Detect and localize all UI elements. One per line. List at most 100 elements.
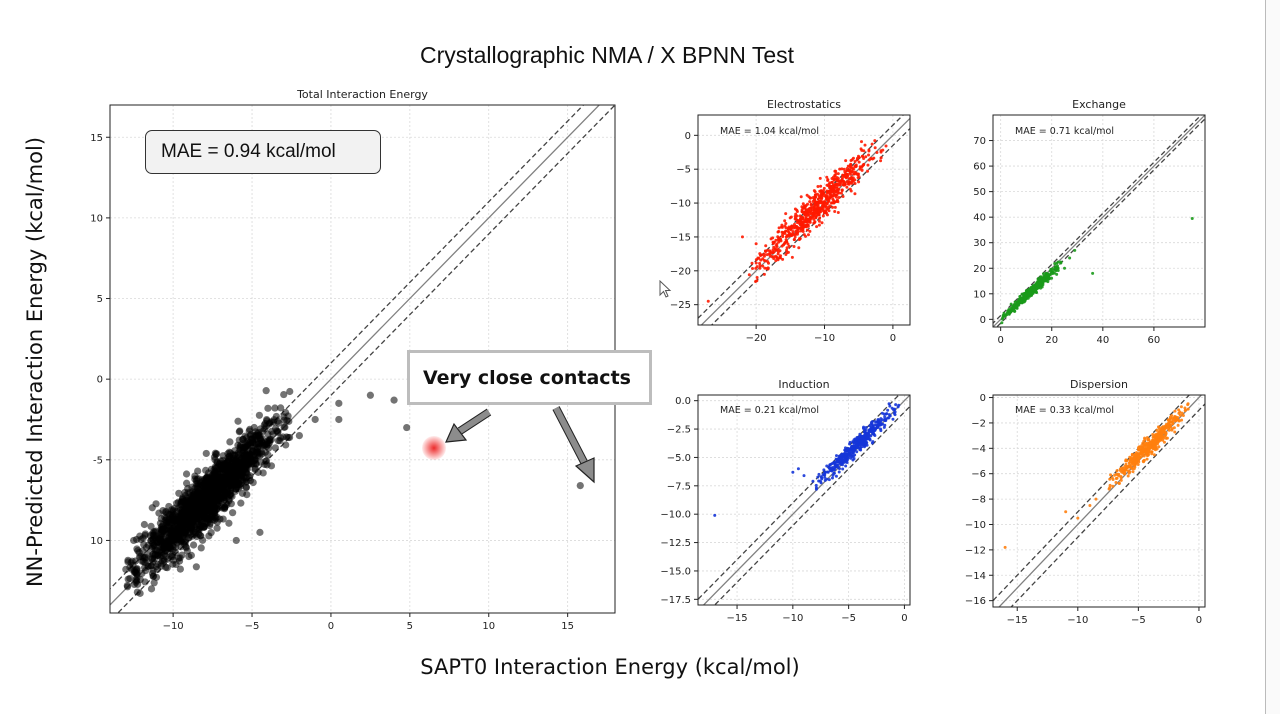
data-point (236, 427, 244, 435)
data-point (177, 543, 185, 551)
data-point (246, 442, 255, 450)
data-point (284, 433, 292, 442)
data-point (169, 516, 178, 524)
data-point (152, 563, 160, 571)
data-point (274, 427, 282, 436)
arrow-to-outlier-point (552, 406, 595, 484)
mouse-cursor-icon (659, 280, 672, 298)
data-point (183, 547, 191, 555)
data-point (213, 524, 221, 532)
data-point (149, 572, 157, 580)
data-point (280, 390, 288, 399)
data-point (196, 515, 204, 523)
data-point (263, 415, 271, 424)
data-point (192, 563, 200, 571)
data-point (160, 550, 169, 558)
data-point (141, 558, 149, 567)
data-point (242, 483, 250, 492)
data-point (229, 509, 237, 517)
data-point (176, 565, 184, 573)
data-point (160, 544, 168, 552)
arrow-to-highlighted-point (445, 408, 492, 443)
data-point (152, 500, 160, 508)
data-point (185, 534, 193, 542)
data-point (225, 495, 233, 503)
data-point (171, 504, 179, 512)
data-point (148, 551, 157, 559)
data-point (131, 568, 139, 576)
scatter-points (122, 387, 584, 597)
data-point (187, 524, 195, 533)
data-point (207, 529, 215, 537)
data-point (277, 434, 285, 442)
data-point (162, 563, 170, 571)
data-point (255, 411, 263, 419)
data-point (234, 417, 242, 425)
data-point (271, 444, 279, 452)
data-point (169, 542, 177, 551)
data-point (250, 423, 258, 432)
data-point (225, 519, 233, 527)
data-point (141, 531, 149, 539)
data-point (280, 423, 288, 431)
data-point (226, 438, 234, 446)
window-edge (1265, 0, 1280, 714)
data-point (220, 462, 228, 470)
data-point (150, 579, 158, 587)
data-point (155, 509, 163, 517)
data-point (123, 581, 131, 590)
slide-title: Crystallographic NMA / X BPNN Test (419, 42, 795, 68)
data-point (221, 470, 229, 478)
data-point (184, 515, 192, 523)
data-point (183, 479, 191, 487)
data-point (202, 449, 210, 458)
data-point (138, 569, 146, 578)
data-point (230, 451, 239, 460)
data-point (271, 404, 279, 412)
data-point (133, 545, 141, 553)
data-point (199, 536, 207, 544)
data-point (274, 417, 282, 425)
data-point (124, 575, 132, 583)
data-point (147, 522, 155, 531)
data-point (268, 427, 276, 435)
data-point (208, 471, 217, 479)
data-point (282, 441, 290, 449)
data-point (262, 387, 270, 395)
data-point (167, 552, 175, 560)
data-point (182, 470, 191, 478)
data-point (196, 523, 204, 531)
data-point (140, 520, 148, 529)
data-point (157, 559, 165, 567)
data-point (259, 469, 267, 477)
data-point (135, 553, 144, 561)
data-point (197, 544, 205, 552)
data-point (251, 455, 259, 463)
data-point (184, 508, 192, 517)
data-point (140, 540, 148, 549)
data-point (136, 575, 144, 584)
x-axis-super-label: SAPT0 Interaction Energy (kcal/mol) (420, 655, 800, 679)
data-point (261, 425, 269, 433)
data-point (263, 461, 271, 469)
data-point (194, 467, 202, 475)
data-point (283, 416, 291, 425)
data-point (130, 580, 138, 589)
data-point (191, 488, 199, 497)
data-point (264, 404, 272, 412)
data-point (237, 499, 245, 507)
data-point (259, 439, 267, 447)
data-point (281, 408, 290, 417)
data-point (147, 585, 156, 593)
data-point (243, 491, 251, 499)
data-point (277, 404, 285, 412)
data-point (205, 506, 213, 514)
data-point (198, 504, 206, 512)
data-point (181, 525, 189, 533)
data-point (192, 477, 201, 485)
data-point (264, 451, 272, 459)
data-point (133, 588, 141, 596)
data-point (177, 498, 185, 506)
data-point (249, 478, 257, 487)
